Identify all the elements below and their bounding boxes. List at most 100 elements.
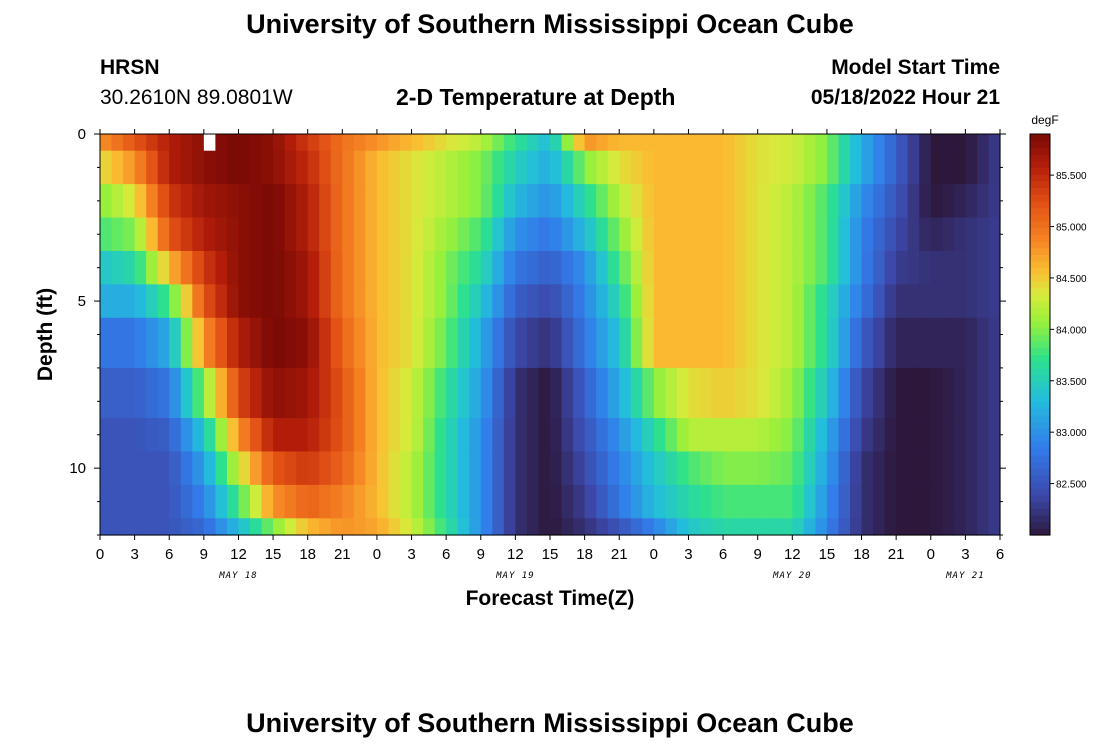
heatmap-cell <box>538 284 551 319</box>
heatmap-cell <box>146 284 159 319</box>
heatmap-cell <box>480 134 493 152</box>
colorbar-band <box>1030 134 1050 142</box>
heatmap-cell <box>261 418 274 453</box>
heatmap-cell <box>711 284 724 319</box>
heatmap-cell <box>434 184 447 219</box>
x-tick-label: 15 <box>265 546 282 563</box>
heatmap-cell <box>803 134 816 152</box>
heatmap-cell <box>376 150 390 185</box>
heatmap-cell <box>250 217 263 252</box>
heatmap-cell <box>250 518 263 536</box>
heatmap-cell <box>746 184 759 219</box>
heatmap-cell <box>134 217 147 252</box>
heatmap-cell <box>746 250 759 285</box>
heatmap-cell <box>907 367 920 419</box>
heatmap-cell <box>988 217 1001 252</box>
heatmap-cell <box>146 484 159 519</box>
heatmap-cell <box>550 367 563 419</box>
heatmap-cell <box>861 367 874 419</box>
heatmap-cell <box>261 317 274 369</box>
heatmap-cell <box>653 250 666 285</box>
heatmap-cell <box>619 317 632 369</box>
heatmap-cell <box>953 217 966 252</box>
heatmap-cell <box>976 451 990 486</box>
heatmap-cell <box>446 150 459 185</box>
heatmap-cell <box>376 418 390 453</box>
heatmap-cell <box>596 317 609 369</box>
heatmap-cell <box>503 317 516 369</box>
heatmap-cell <box>134 367 147 419</box>
x-tick-label: 9 <box>200 546 208 563</box>
heatmap-cell <box>942 518 955 536</box>
colorbar-band <box>1030 307 1050 316</box>
heatmap-cell <box>515 250 528 285</box>
heatmap-cell <box>746 150 759 185</box>
heatmap-cell <box>815 484 828 519</box>
heatmap-cell <box>192 484 205 519</box>
heatmap-cell <box>919 451 932 486</box>
heatmap-cell <box>123 484 136 519</box>
heatmap-cell <box>780 418 793 453</box>
heatmap-cell <box>284 451 297 486</box>
colorbar-band <box>1030 367 1050 376</box>
heatmap-cell <box>896 250 909 285</box>
heatmap-cell <box>930 367 943 419</box>
colorbar-band <box>1030 334 1050 342</box>
heatmap-cell <box>850 134 863 152</box>
heatmap-cell <box>988 367 1001 419</box>
colorbar-band <box>1030 414 1050 422</box>
heatmap-cell <box>676 418 690 453</box>
x-tick-label: 6 <box>996 546 1004 563</box>
heatmap-cell <box>538 184 551 219</box>
heatmap-cell <box>284 418 297 453</box>
heatmap-cell <box>480 418 493 453</box>
heatmap-cell <box>630 418 643 453</box>
heatmap-cell <box>365 518 378 536</box>
heatmap-cell <box>226 284 240 319</box>
heatmap-cell <box>838 518 851 536</box>
heatmap-cell <box>838 367 851 419</box>
heatmap-cell <box>503 250 516 285</box>
heatmap-cell <box>388 217 401 252</box>
heatmap-cell <box>630 451 643 486</box>
heatmap-cell <box>480 518 493 536</box>
heatmap-cell <box>665 217 678 252</box>
heatmap-cell <box>180 284 193 319</box>
heatmap-cell <box>942 418 955 453</box>
heatmap-cell <box>353 367 366 419</box>
x-tick-label: 21 <box>334 546 351 563</box>
heatmap-cell <box>226 134 240 152</box>
heatmap-cell <box>503 367 516 419</box>
heatmap-cell <box>861 250 874 285</box>
heatmap-cell <box>561 367 574 419</box>
heatmap-cell <box>826 484 840 519</box>
heatmap-cell <box>792 317 805 369</box>
colorbar-band <box>1030 140 1050 148</box>
heatmap-cell <box>976 484 990 519</box>
heatmap-cell <box>446 367 459 419</box>
heatmap-cell <box>815 317 828 369</box>
heatmap-cell <box>700 284 713 319</box>
heatmap-cell <box>596 250 609 285</box>
heatmap-cell <box>469 367 482 419</box>
heatmap-cell <box>123 367 136 419</box>
heatmap-cell <box>965 484 978 519</box>
heatmap-cell <box>896 367 909 419</box>
heatmap-cell <box>665 518 678 536</box>
heatmap-cell <box>250 250 263 285</box>
colorbar-band <box>1030 381 1050 389</box>
colorbar-label: 83.000 <box>1056 428 1087 439</box>
heatmap-cell <box>250 484 263 519</box>
heatmap-cell <box>353 150 366 185</box>
heatmap-cell <box>596 184 609 219</box>
heatmap-cell <box>284 184 297 219</box>
heatmap-cell <box>873 150 886 185</box>
heatmap-cell <box>226 150 240 185</box>
heatmap-cell <box>434 250 447 285</box>
heatmap-cell <box>342 518 355 536</box>
heatmap-cell <box>769 418 782 453</box>
heatmap-cell <box>826 150 840 185</box>
heatmap-cell <box>988 134 1001 152</box>
heatmap-cell <box>988 484 1001 519</box>
heatmap-cell <box>515 134 528 152</box>
